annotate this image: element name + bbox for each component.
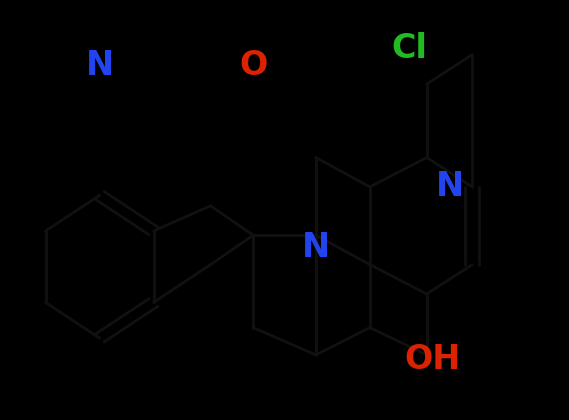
Text: N: N <box>85 49 114 81</box>
Text: OH: OH <box>405 343 460 375</box>
Text: Cl: Cl <box>391 32 428 65</box>
Text: N: N <box>435 171 464 203</box>
Text: O: O <box>239 49 267 81</box>
Text: N: N <box>302 231 330 264</box>
